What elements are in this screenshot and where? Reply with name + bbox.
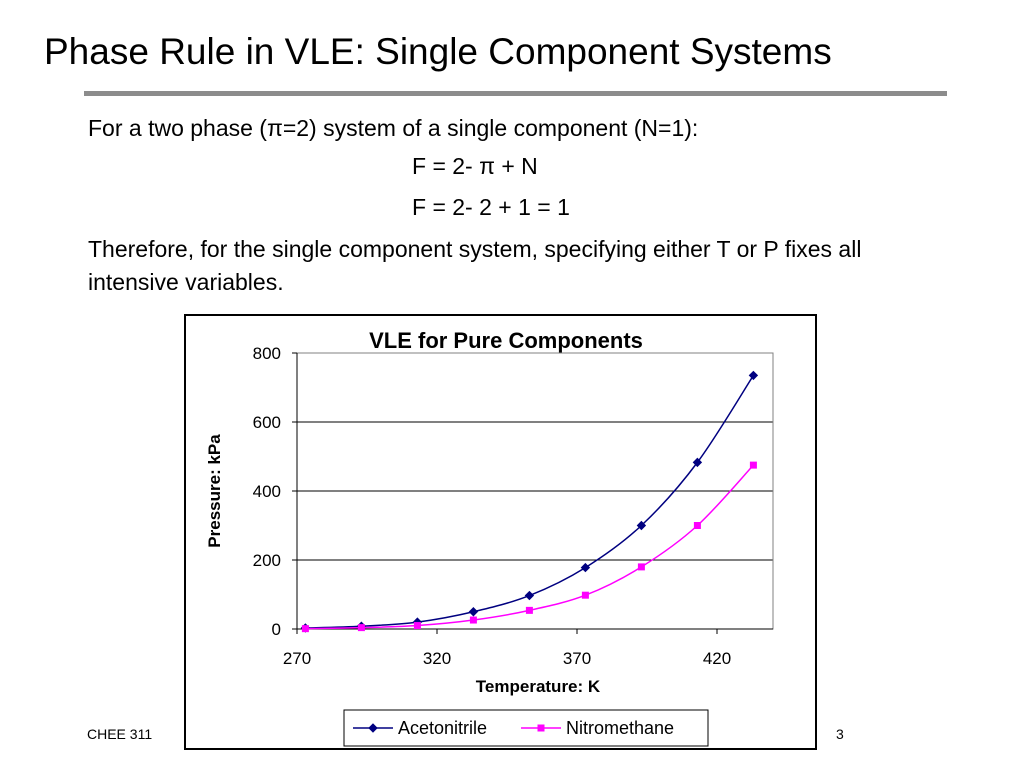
- data-point-nitromethane: [413, 622, 421, 630]
- phase-rule-equation: F = 2- π + N: [412, 153, 538, 179]
- slide-title: Phase Rule in VLE: Single Component Syst…: [44, 31, 832, 72]
- title-divider: [84, 91, 947, 96]
- vle-chart: VLE for Pure Components 0 200 400 600 800 270…: [205, 328, 774, 747]
- chart-frame: VLE for Pure Components 0 200 400 600 800 270…: [184, 314, 817, 750]
- data-point-nitromethane: [637, 563, 645, 571]
- conclusion-text: Therefore, for the single component syst…: [88, 236, 862, 295]
- series-line-nitromethane: [305, 464, 754, 630]
- y-tick-label: 800: [253, 344, 281, 363]
- intro-text: For a two phase (π=2) system of a single…: [88, 115, 699, 141]
- data-point-acetonitrile: [636, 520, 647, 531]
- x-tick-label: 420: [703, 649, 731, 668]
- data-point-nitromethane: [749, 461, 757, 469]
- series-line-acetonitrile: [305, 375, 755, 629]
- data-point-nitromethane: [693, 522, 701, 529]
- series-acetonitrile: [300, 370, 759, 633]
- data-point-acetonitrile: [748, 370, 759, 381]
- y-tick-label: 600: [253, 413, 281, 432]
- legend: Acetonitrile Nitromethane: [343, 709, 709, 747]
- data-point-nitromethane: [301, 625, 309, 633]
- y-tick-label: 0: [272, 620, 281, 639]
- data-point-nitromethane: [357, 624, 365, 632]
- legend-marker-acetonitrile: [368, 723, 378, 733]
- data-point-acetonitrile: [580, 562, 591, 573]
- y-axis-label: Pressure: kPa: [205, 434, 224, 548]
- phase-rule-evaluation: F = 2- 2 + 1 = 1: [412, 194, 570, 220]
- data-point-acetonitrile: [692, 457, 703, 468]
- legend-label-acetonitrile: Acetonitrile: [398, 718, 487, 738]
- axes: 0 200 400 600 800 270 320 370 420: [253, 344, 773, 668]
- chart-title: VLE for Pure Components: [369, 328, 643, 353]
- x-tick-label: 270: [283, 649, 311, 668]
- series-nitromethane: [301, 461, 757, 633]
- legend-marker-shape: [537, 724, 545, 732]
- page-number: 3: [836, 726, 844, 742]
- data-point-acetonitrile: [468, 607, 479, 617]
- data-point-nitromethane: [469, 616, 477, 624]
- y-tick-label: 200: [253, 551, 281, 570]
- y-tick-label: 400: [253, 482, 281, 501]
- gridlines: [297, 421, 773, 561]
- legend-label-nitromethane: Nitromethane: [566, 718, 674, 738]
- x-axis-label: Temperature: K: [476, 677, 601, 696]
- legend-marker-nitromethane: [537, 724, 545, 732]
- data-point-acetonitrile: [524, 590, 535, 601]
- x-tick-label: 370: [563, 649, 591, 668]
- data-point-nitromethane: [581, 591, 589, 599]
- data-point-nitromethane: [525, 606, 533, 614]
- legend-marker-shape: [368, 723, 378, 733]
- x-tick-label: 320: [423, 649, 451, 668]
- series-layer: [300, 370, 759, 633]
- course-code: CHEE 311: [87, 726, 153, 742]
